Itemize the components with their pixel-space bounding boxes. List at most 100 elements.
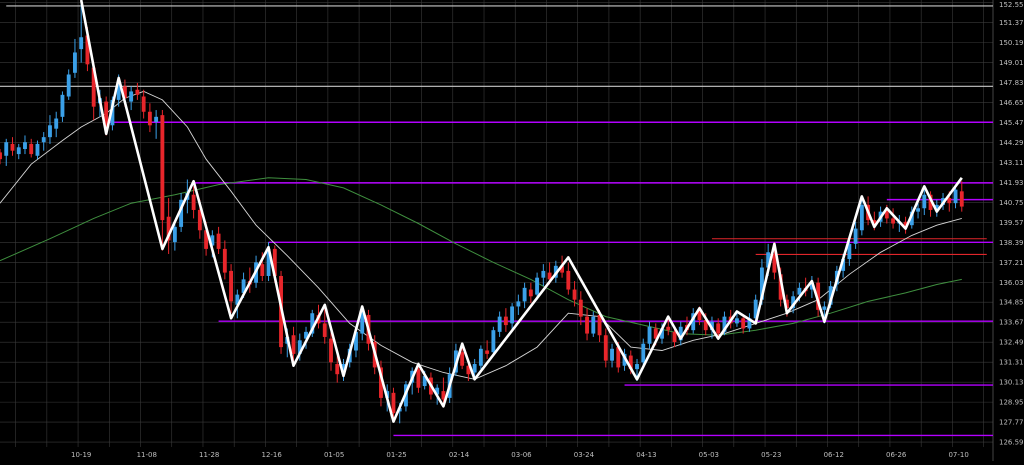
candle-body <box>791 296 796 309</box>
candle-body <box>772 253 777 273</box>
candle-body <box>510 306 515 324</box>
candle-body <box>560 265 565 273</box>
candle-body <box>572 289 577 300</box>
candle-body <box>466 365 471 375</box>
zigzag-overlay <box>79 0 963 423</box>
candle-body <box>235 294 240 305</box>
y-tick-label: 131.31 <box>999 359 1024 367</box>
candle <box>791 291 796 314</box>
candle <box>147 103 152 133</box>
x-tick-label: 03-06 <box>511 451 532 459</box>
candle-body <box>341 364 346 375</box>
candle-body <box>379 367 383 398</box>
candle-body <box>528 289 533 297</box>
candle <box>928 191 933 217</box>
candle-body <box>66 74 71 97</box>
candle-body <box>48 125 52 138</box>
candle <box>172 220 177 251</box>
candle-body <box>928 194 933 210</box>
x-tick-label: 02-14 <box>449 451 470 459</box>
candle <box>460 347 465 370</box>
candle <box>4 138 9 166</box>
candle-body <box>329 338 333 363</box>
candle <box>847 238 852 266</box>
candle <box>154 110 159 139</box>
y-tick-label: 126.59 <box>999 439 1024 447</box>
candle-body <box>853 228 858 244</box>
candle <box>591 311 596 337</box>
candle-body <box>491 330 496 353</box>
y-tick-label: 149.01 <box>999 59 1024 67</box>
candle <box>335 355 340 383</box>
candle-body <box>566 270 571 290</box>
x-tick-label: 07-10 <box>948 451 968 459</box>
candle <box>678 321 683 346</box>
candle-body <box>216 233 221 249</box>
candle-body <box>922 194 927 209</box>
candle <box>310 309 315 337</box>
candle-body <box>766 252 771 268</box>
horizontal-levels <box>0 5 993 437</box>
candle-body <box>872 220 877 224</box>
candle-body <box>191 194 196 210</box>
y-tick-label: 137.21 <box>999 259 1024 267</box>
candle-body <box>297 340 302 354</box>
candle <box>16 143 21 160</box>
candle <box>528 282 533 304</box>
candle <box>859 198 864 236</box>
candle-body <box>522 287 527 302</box>
candle <box>73 38 77 78</box>
candle-body <box>260 264 265 276</box>
candle-body <box>116 82 121 100</box>
candle-body <box>135 89 140 95</box>
candle <box>341 358 346 381</box>
candle-body <box>747 318 752 329</box>
x-tick-label: 03-24 <box>574 451 595 459</box>
candle <box>478 345 483 370</box>
candle-body <box>241 279 246 293</box>
candle <box>735 313 739 327</box>
y-tick-label: 147.83 <box>999 79 1024 87</box>
candle <box>66 69 71 100</box>
candle-body <box>947 198 952 204</box>
candle-body <box>903 221 908 227</box>
candle-body <box>716 323 721 334</box>
candle <box>35 140 40 160</box>
candle <box>179 193 184 232</box>
y-tick-label: 139.57 <box>999 219 1024 227</box>
candle-body <box>110 99 115 126</box>
candle-body <box>41 137 46 143</box>
y-tick-label: 138.39 <box>999 239 1024 247</box>
candle-body <box>809 282 814 290</box>
candle <box>491 326 496 356</box>
candle-body <box>916 208 920 212</box>
candle-body <box>635 364 639 370</box>
x-tick-label: 04-13 <box>636 451 656 459</box>
candle-body <box>828 286 833 305</box>
candle-body <box>91 67 96 107</box>
candle <box>229 264 234 314</box>
candle-body <box>859 204 864 231</box>
candle-body <box>847 243 852 260</box>
candle-body <box>16 147 21 155</box>
candle-body <box>891 218 896 224</box>
candle <box>160 110 165 251</box>
x-tick-label: 05-23 <box>761 451 781 459</box>
candle-body <box>610 348 614 361</box>
candle <box>891 208 896 229</box>
candle-body <box>10 143 15 151</box>
candle-body <box>154 116 159 122</box>
candle <box>541 264 546 287</box>
candle-body <box>54 118 59 129</box>
candle <box>416 364 421 393</box>
candle-body <box>797 287 802 295</box>
candle-body <box>485 350 490 354</box>
candle <box>216 226 221 254</box>
candle <box>29 138 34 158</box>
candle-body <box>0 152 2 160</box>
candle <box>10 137 15 156</box>
candle <box>510 303 515 331</box>
candle-body <box>85 35 90 65</box>
